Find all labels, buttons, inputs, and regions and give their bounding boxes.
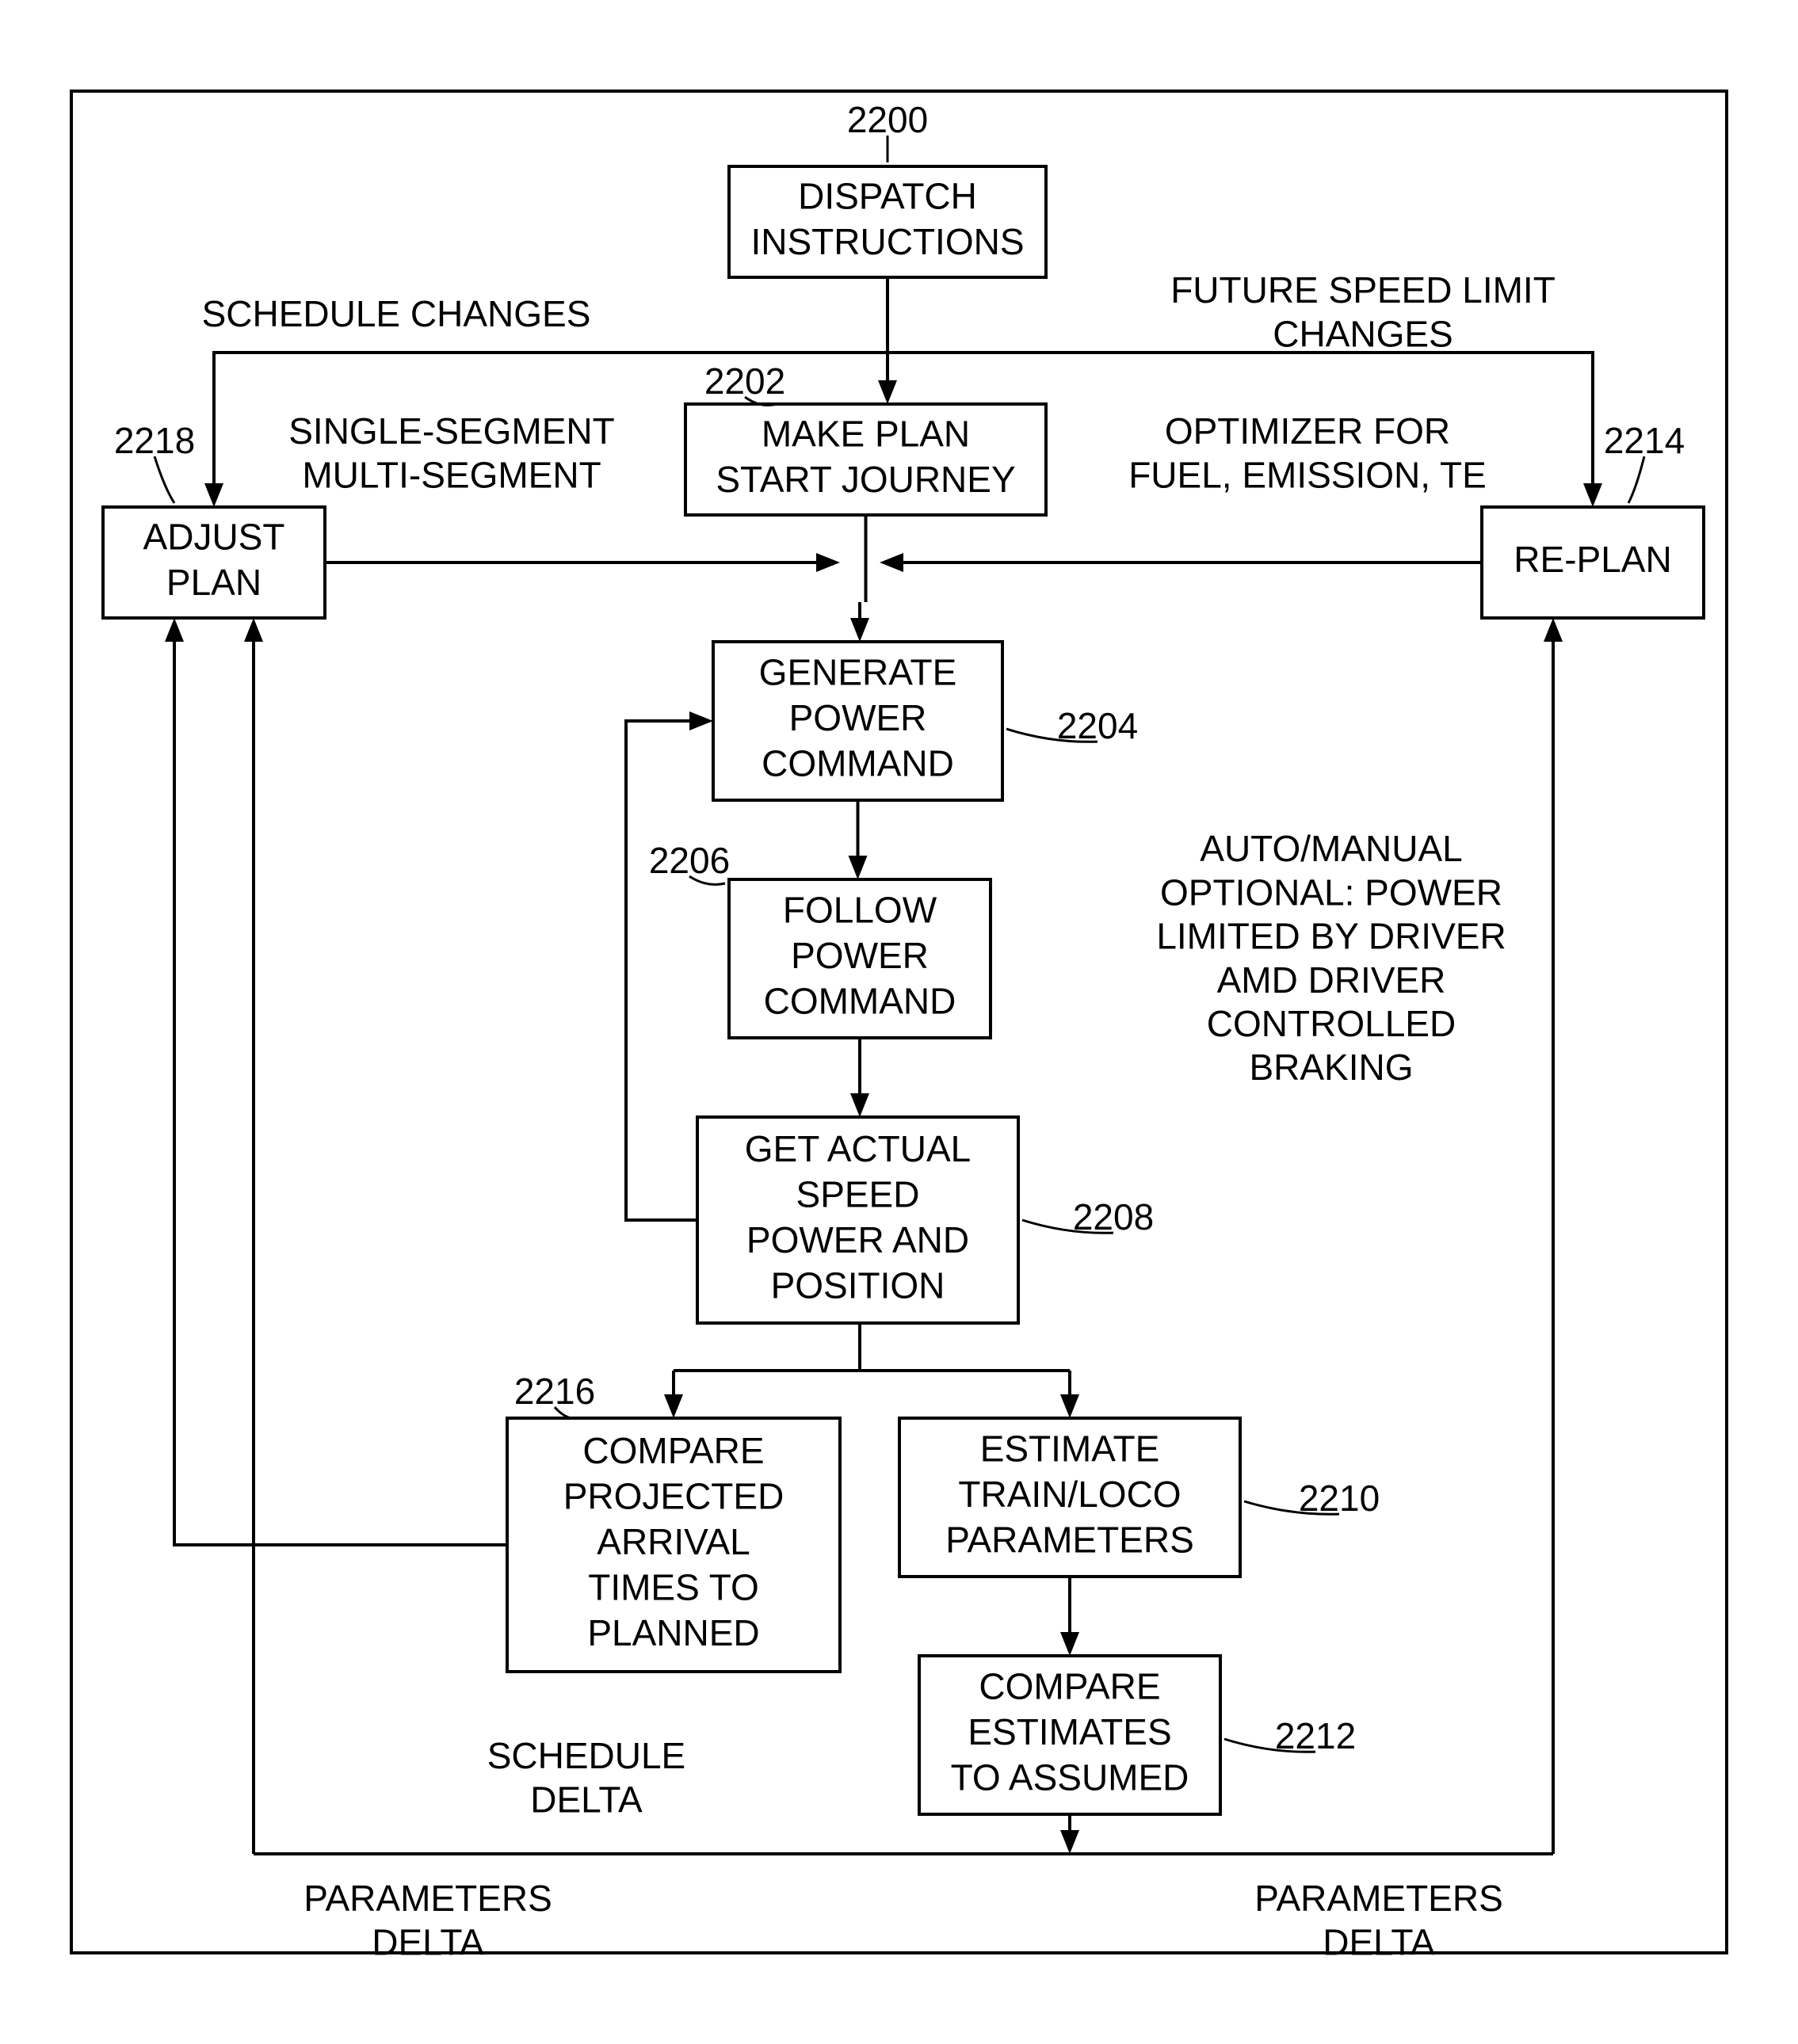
makeplan-node: MAKE PLAN START JOURNEY: [685, 404, 1046, 515]
annot-auto_manual-5: BRAKING: [1249, 1047, 1413, 1088]
adjust-label-0: ADJUST: [143, 516, 285, 557]
makeplan-label-1: START JOURNEY: [716, 459, 1015, 500]
ref-2206: 2206: [649, 840, 730, 881]
follow-label-2: COMMAND: [764, 981, 956, 1022]
annot-params_delta_left-1: DELTA: [372, 1921, 484, 1962]
annot-future_speed-1: CHANGES: [1273, 313, 1453, 354]
annot-future_speed-0: FUTURE SPEED LIMIT: [1170, 269, 1556, 311]
annot-auto_manual-3: AMD DRIVER: [1217, 959, 1446, 1001]
getactual-label-2: POWER AND: [746, 1219, 969, 1260]
dispatch-node: DISPATCH INSTRUCTIONS: [729, 166, 1046, 277]
estimate-label-0: ESTIMATE: [980, 1428, 1160, 1470]
estimate-label-2: PARAMETERS: [945, 1520, 1194, 1561]
follow-label-0: FOLLOW: [783, 890, 937, 931]
generate-label-0: GENERATE: [759, 652, 957, 693]
adjust-label-1: PLAN: [166, 562, 261, 603]
compare_t-label-4: PLANNED: [587, 1612, 759, 1653]
follow-label-1: POWER: [791, 935, 929, 976]
annot-schedule_delta-0: SCHEDULE: [487, 1735, 686, 1776]
dispatch-label-0: DISPATCH: [798, 175, 977, 216]
annot-optimizer-1: FUEL, EMISSION, TE: [1128, 454, 1487, 495]
annot-single_multi-1: MULTI-SEGMENT: [302, 454, 601, 495]
ref-2218: 2218: [114, 420, 195, 461]
compare_t-label-0: COMPARE: [582, 1430, 764, 1471]
annot-auto_manual-0: AUTO/MANUAL: [1200, 828, 1462, 869]
annot-auto_manual-1: OPTIONAL: POWER: [1160, 871, 1502, 913]
makeplan-label-0: MAKE PLAN: [762, 413, 970, 454]
getactual-node: GET ACTUALSPEEDPOWER ANDPOSITION: [697, 1117, 1018, 1323]
annot-auto_manual-2: LIMITED BY DRIVER: [1156, 916, 1506, 957]
getactual-label-1: SPEED: [796, 1173, 920, 1215]
compare_e-node: COMPAREESTIMATES TO ASSUMED: [919, 1656, 1220, 1814]
estimate-node: ESTIMATETRAIN/LOCO PARAMETERS: [899, 1418, 1240, 1577]
follow-node: FOLLOWPOWER COMMAND: [729, 879, 991, 1038]
annot-auto_manual-4: CONTROLLED: [1207, 1003, 1456, 1044]
compare_t-label-1: PROJECTED: [563, 1476, 784, 1517]
annot-params_delta_right-0: PARAMETERS: [1254, 1878, 1503, 1919]
ref-2202: 2202: [704, 360, 785, 402]
compare_e-label-1: ESTIMATES: [968, 1711, 1171, 1752]
estimate-label-1: TRAIN/LOCO: [958, 1474, 1181, 1515]
getactual-label-3: POSITION: [771, 1264, 945, 1306]
annot-params_delta_left-0: PARAMETERS: [303, 1878, 552, 1919]
replan-label-0: RE-PLAN: [1514, 539, 1671, 580]
generate-node: GENERATEPOWER COMMAND: [713, 642, 1002, 800]
generate-label-2: COMMAND: [762, 743, 954, 784]
adjust-node: ADJUST PLAN: [103, 507, 325, 618]
ref-2214: 2214: [1604, 420, 1685, 461]
ref-2200: 2200: [847, 99, 928, 140]
annot-single_multi-0: SINGLE-SEGMENT: [288, 410, 615, 452]
compare_t-label-2: ARRIVAL: [597, 1521, 750, 1562]
getactual-label-0: GET ACTUAL: [745, 1128, 971, 1169]
replan-node: RE-PLAN: [1482, 507, 1704, 618]
ref-2216: 2216: [514, 1371, 595, 1412]
compare_t-label-3: TIMES TO: [588, 1567, 759, 1608]
annot-schedule_changes-0: SCHEDULE CHANGES: [202, 293, 591, 334]
annot-params_delta_right-1: DELTA: [1323, 1921, 1435, 1962]
compare_e-label-2: TO ASSUMED: [951, 1757, 1189, 1798]
annot-optimizer-0: OPTIMIZER FOR: [1165, 410, 1450, 452]
annot-schedule_delta-1: DELTA: [530, 1779, 643, 1820]
compare_t-node: COMPARE PROJECTEDARRIVAL TIMES TOPLANNED: [507, 1418, 840, 1672]
generate-label-1: POWER: [789, 697, 927, 738]
dispatch-label-1: INSTRUCTIONS: [751, 221, 1025, 262]
flowchart-canvas: DISPATCH INSTRUCTIONS MAKE PLAN START JOURN…: [0, 0, 1798, 2044]
compare_e-label-0: COMPARE: [979, 1666, 1160, 1707]
